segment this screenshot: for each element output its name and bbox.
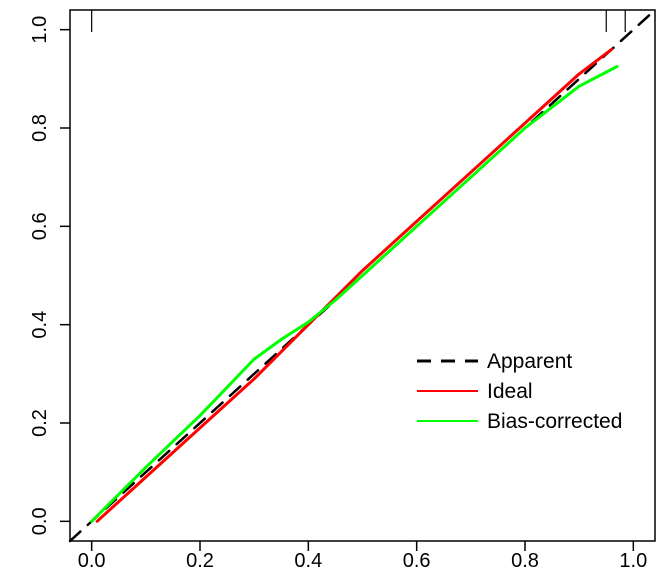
- legend-label: Bias-corrected: [487, 410, 622, 433]
- legend: Apparent Ideal Bias-corrected: [417, 350, 622, 433]
- plot-area: [68, 8, 657, 543]
- plot-frame: [69, 9, 656, 542]
- legend-label: Ideal: [487, 380, 533, 403]
- y-tick-label: 0.6: [29, 212, 51, 240]
- x-tick-label: 0.4: [294, 550, 322, 572]
- y-tick-label: 0.8: [29, 114, 51, 142]
- x-tick-label: 0.8: [511, 550, 539, 572]
- series-line-ideal: [95, 47, 614, 523]
- x-tick-label: 1.0: [619, 550, 647, 572]
- y-tick-label: 0.2: [29, 409, 51, 437]
- x-tick-label: 0.0: [78, 550, 106, 572]
- x-tick-label: 0.2: [186, 550, 214, 572]
- y-tick-label: 0.4: [29, 311, 51, 339]
- series-line-bias-corrected: [90, 65, 619, 523]
- axes: 0.0 0.2 0.4 0.6 0.8 1.0 0.0 0.2 0.4 0.6 0.8 1.0: [29, 9, 656, 572]
- y-tick-label: 0.0: [29, 507, 51, 535]
- x-tick-label: 0.6: [403, 550, 431, 572]
- legend-label: Apparent: [487, 350, 572, 373]
- y-tick-label: 1.0: [29, 16, 51, 44]
